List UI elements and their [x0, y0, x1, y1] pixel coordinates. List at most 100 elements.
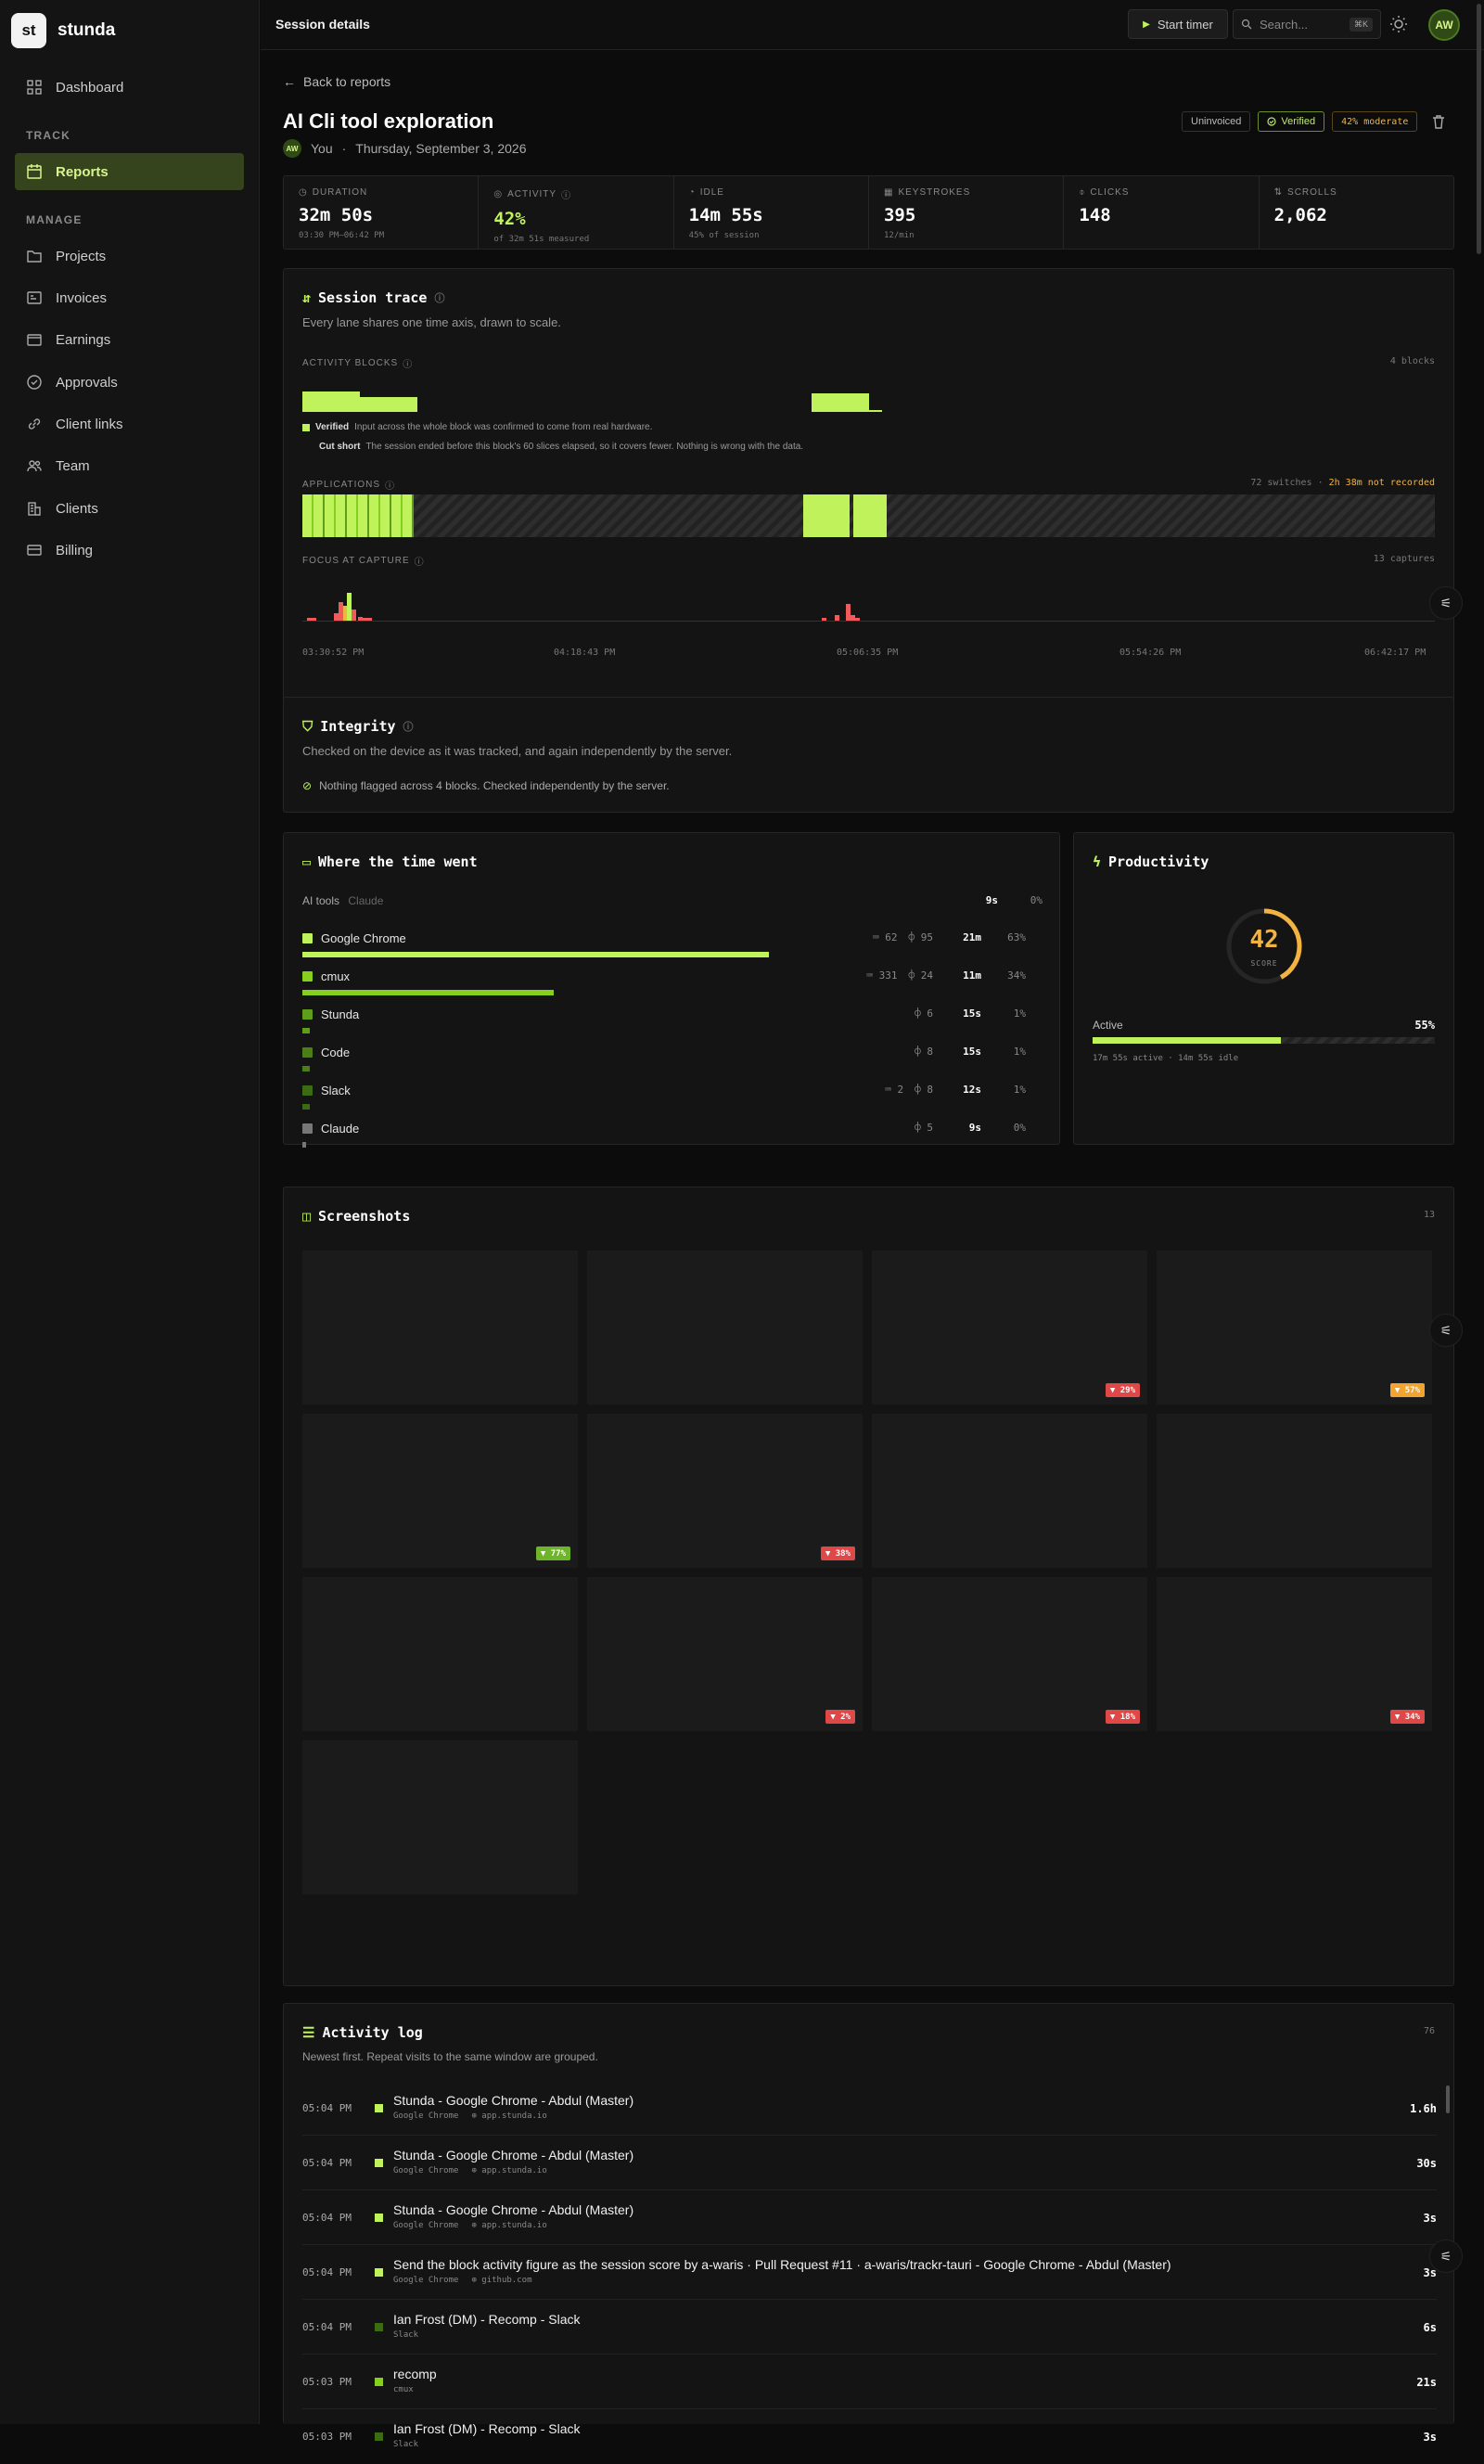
screenshot-thumb[interactable]: ▼ 34% [1157, 1577, 1432, 1731]
activity-block[interactable] [869, 410, 882, 412]
ai-tools-group[interactable]: AI tools Claude 0% 9s [302, 894, 1043, 907]
meta-separator: · [341, 141, 347, 156]
search-input[interactable]: Search... ⌘K [1233, 9, 1381, 39]
trash-icon[interactable] [1430, 113, 1447, 130]
sidebar-item-reports[interactable]: Reports [15, 153, 244, 190]
log-row[interactable]: 05:04 PM Stunda - Google Chrome - Abdul (… [302, 2137, 1437, 2190]
page-scrollbar[interactable] [1477, 4, 1481, 254]
info-icon[interactable]: ⓘ [434, 292, 445, 304]
screenshot-thumb[interactable] [1157, 1414, 1432, 1568]
focus-bar[interactable] [352, 610, 356, 621]
log-row[interactable]: 05:04 PM Stunda - Google Chrome - Abdul (… [302, 2191, 1437, 2245]
stat-label: KEYSTROKES [898, 187, 971, 198]
focus-bar[interactable] [307, 618, 312, 621]
app-segment[interactable] [853, 494, 887, 537]
info-icon[interactable]: ⓘ [403, 360, 414, 370]
screenshot-thumb[interactable]: ▼ 38% [587, 1414, 863, 1568]
start-timer-button[interactable]: ▶ Start timer [1128, 9, 1228, 39]
sidebar-item-earnings[interactable]: Earnings [15, 321, 244, 358]
integrity-card: ⛉ Integrity ⓘ Checked on the device as i… [283, 697, 1454, 813]
focus-bar[interactable] [846, 604, 851, 621]
app-pct: 34% [1007, 969, 1026, 982]
list-item[interactable]: Code ⌽ 8 15s 1% [302, 1042, 1044, 1081]
avatar[interactable]: AW [1428, 9, 1460, 41]
brand[interactable]: st stunda [11, 13, 115, 48]
info-icon[interactable]: ⓘ [403, 721, 414, 733]
back-to-reports-link[interactable]: ← Back to reports [283, 74, 390, 89]
activity-level-badge: 42% moderate [1332, 111, 1418, 132]
activity-icon: ◎ [493, 189, 504, 199]
app-duration: 12s [963, 1084, 981, 1096]
filter-toggle-button[interactable]: ⚟ [1429, 586, 1463, 620]
arrow-left-icon: ← [283, 74, 296, 89]
activity-block[interactable] [812, 393, 869, 412]
sidebar-item-dashboard[interactable]: Dashboard [15, 69, 244, 106]
screenshot-thumb[interactable]: ▼ 77% [302, 1414, 578, 1568]
focus-bar[interactable] [339, 602, 343, 621]
focus-bar[interactable] [851, 615, 855, 621]
sidebar-item-projects[interactable]: Projects [15, 237, 244, 275]
info-icon[interactable]: ⓘ [561, 191, 572, 201]
activity-block[interactable] [302, 391, 360, 412]
screenshot-thumb[interactable]: ▼ 2% [587, 1577, 863, 1731]
app-duration: 15s [963, 1046, 981, 1058]
screenshot-thumb[interactable] [587, 1251, 863, 1405]
sidebar-item-billing[interactable]: Billing [15, 532, 244, 569]
clicks-count: ⌽ 5 [915, 1122, 933, 1134]
focus-bar[interactable] [363, 618, 367, 621]
screenshot-thumb[interactable] [302, 1577, 578, 1731]
screenshot-thumb[interactable]: ▼ 29% [872, 1251, 1147, 1405]
focus-label: FOCUS AT CAPTURE ⓘ [302, 554, 425, 568]
log-row[interactable]: 05:04 PM Stunda - Google Chrome - Abdul (… [302, 2082, 1437, 2136]
log-row[interactable]: 05:04 PM Ian Frost (DM) - Recomp - Slack S… [302, 2301, 1437, 2355]
screenshot-thumb[interactable]: ▼ 18% [872, 1577, 1147, 1731]
list-item[interactable]: Slack ⌨ 2 ⌽ 8 12s 1% [302, 1080, 1044, 1119]
screenshot-thumb[interactable] [302, 1251, 578, 1405]
focus-bar[interactable] [822, 618, 826, 621]
screenshot-thumb[interactable] [872, 1414, 1147, 1568]
focus-bar[interactable] [343, 606, 348, 621]
topbar-title: Session details [275, 17, 370, 32]
log-duration: 30s [1416, 2157, 1437, 2170]
focus-bar[interactable] [347, 593, 352, 621]
note-label: Verified [315, 422, 350, 432]
sidebar-item-clients[interactable]: Clients [15, 490, 244, 527]
switch-count: 72 switches [1250, 478, 1312, 488]
sidebar-item-client-links[interactable]: Client links [15, 405, 244, 443]
list-item[interactable]: Claude ⌽ 5 9s 0% [302, 1118, 1044, 1157]
log-row[interactable]: 05:03 PM Ian Frost (DM) - Recomp - Slack S… [302, 2410, 1437, 2464]
focus-bar[interactable] [312, 618, 316, 621]
focus-bar[interactable] [334, 613, 339, 621]
focus-bar[interactable] [358, 617, 363, 621]
list-item[interactable]: Stunda ⌽ 6 15s 1% [302, 1004, 1044, 1043]
sidebar-item-team[interactable]: Team [15, 447, 244, 484]
activity-block[interactable] [360, 397, 417, 412]
info-icon[interactable]: ⓘ [414, 558, 425, 568]
log-row[interactable]: 05:03 PM recomp cmux 21s [302, 2355, 1437, 2409]
list-item[interactable]: cmux ⌨ 331 ⌽ 24 11m 34% [302, 966, 1044, 1005]
focus-bar[interactable] [855, 618, 860, 621]
log-row[interactable]: 05:04 PM Send the block activity figure a… [302, 2246, 1437, 2300]
app-segment[interactable] [803, 494, 850, 537]
list-item[interactable]: Google Chrome ⌨ 62 ⌽ 95 21m 63% [302, 928, 1044, 967]
main-content: ← Back to reports AI Cli tool exploratio… [261, 50, 1484, 2449]
app-swatch [375, 2432, 383, 2441]
log-time: 05:03 PM [302, 2431, 352, 2443]
clicks-count: ⌽ 24 [908, 969, 934, 982]
filter-toggle-button[interactable]: ⚟ [1429, 2239, 1463, 2273]
stat-label: SCROLLS [1287, 187, 1337, 198]
screenshot-thumb[interactable] [302, 1740, 578, 1894]
app-segment-group[interactable] [302, 494, 414, 537]
sidebar-item-invoices[interactable]: Invoices [15, 279, 244, 316]
screenshot-thumb[interactable]: ▼ 57% [1157, 1251, 1432, 1405]
focus-bar[interactable] [367, 618, 372, 621]
sidebar-item-approvals[interactable]: Approvals [15, 364, 244, 401]
filter-toggle-button[interactable]: ⚟ [1429, 1314, 1463, 1347]
info-icon[interactable]: ⓘ [385, 481, 396, 492]
focus-bar[interactable] [835, 615, 839, 621]
log-count: 76 [1423, 2026, 1435, 2036]
log-domain: ⊕ app.stunda.io [471, 2221, 547, 2230]
log-scrollbar[interactable] [1446, 2085, 1450, 2113]
sun-icon[interactable] [1388, 13, 1410, 35]
app-duration: 15s [963, 1007, 981, 1020]
